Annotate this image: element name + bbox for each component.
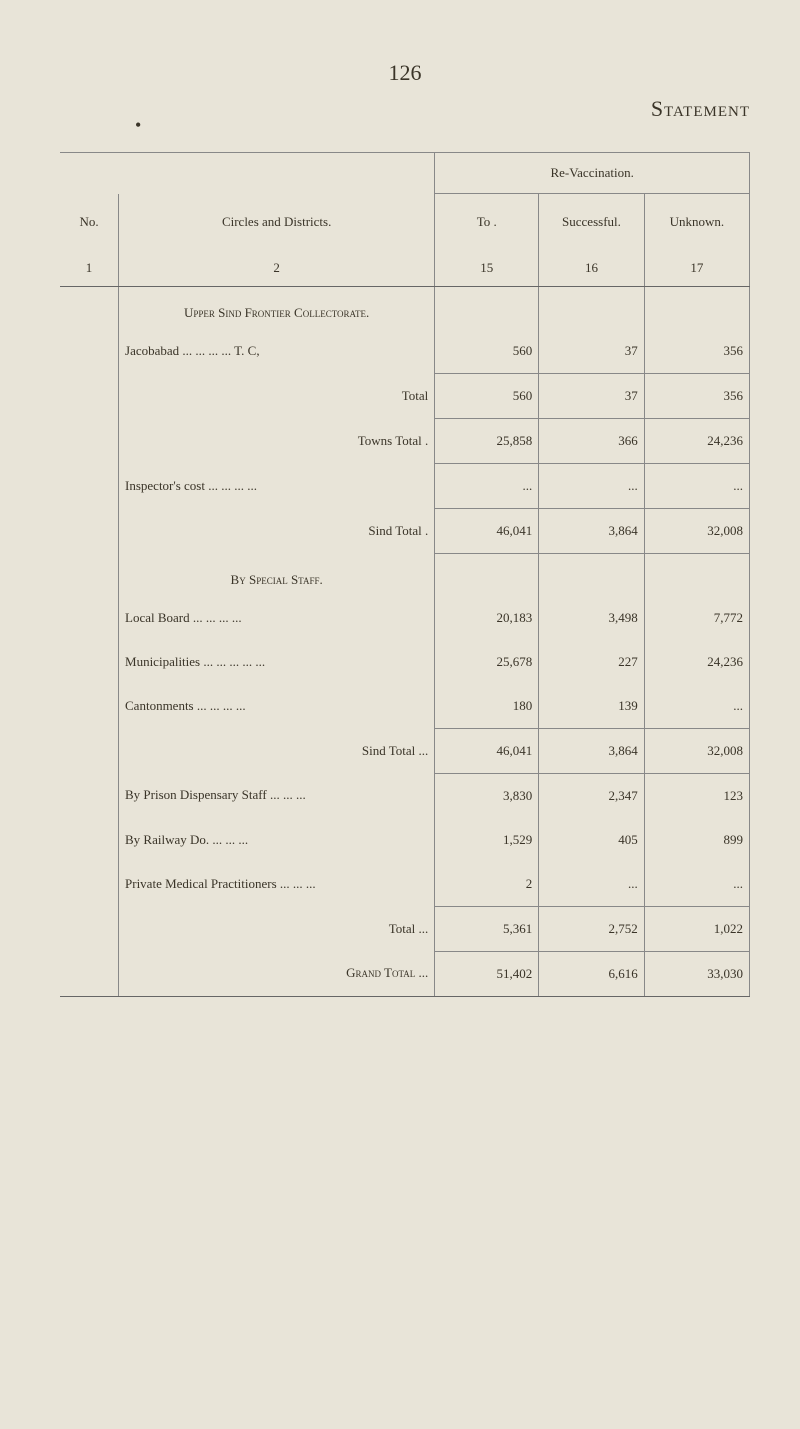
document-page: • 126 Statement Re-Vaccination. No. Circ… (0, 0, 800, 1047)
row-sind-total1-label: Sind Total . (119, 509, 435, 554)
col-header-circles: Circles and Districts. (119, 194, 435, 251)
col-header-unknown: Unknown. (644, 194, 749, 251)
bullet-dot: • (135, 115, 141, 136)
row-inspectors-success: ... (539, 464, 645, 509)
row-sind-total2-label: Sind Total ... (119, 728, 435, 773)
row-total2-unknown: 1,022 (644, 906, 749, 951)
row-cantonments-unknown: ... (644, 684, 749, 729)
row-towns-total-success: 366 (539, 419, 645, 464)
row-sind-total2-to: 46,041 (435, 728, 539, 773)
col-num-15: 15 (435, 250, 539, 287)
row-railway-unknown: 899 (644, 818, 749, 862)
row-towns-total-to: 25,858 (435, 419, 539, 464)
section-upper-sind: Upper Sind Frontier Collectorate. (119, 287, 435, 330)
page-title: Statement (60, 96, 750, 122)
row-cantonments-label: Cantonments ... ... ... ... (119, 684, 435, 729)
row-local-board-label: Local Board ... ... ... ... (119, 596, 435, 640)
row-cantonments-success: 139 (539, 684, 645, 729)
row-total1-label: Total (119, 374, 435, 419)
col-header-no: No. (60, 194, 119, 251)
row-prison-to: 3,830 (435, 773, 539, 818)
row-local-board-unknown: 7,772 (644, 596, 749, 640)
row-inspectors-label: Inspector's cost ... ... ... ... (119, 464, 435, 509)
row-private-to: 2 (435, 862, 539, 907)
row-jacobabad-to: 560 (435, 329, 539, 374)
col-header-to: To . (435, 194, 539, 251)
row-total2-to: 5,361 (435, 906, 539, 951)
revaccination-label: Re-Vaccination. (550, 165, 633, 180)
row-private-label: Private Medical Practitioners ... ... ..… (119, 862, 435, 907)
statement-table: Re-Vaccination. No. Circles and District… (60, 152, 750, 997)
row-grand-total-success: 6,616 (539, 951, 645, 996)
row-private-unknown: ... (644, 862, 749, 907)
row-jacobabad-unknown: 356 (644, 329, 749, 374)
row-sind-total1-unknown: 32,008 (644, 509, 749, 554)
row-local-board-to: 20,183 (435, 596, 539, 640)
row-sind-total1-to: 46,041 (435, 509, 539, 554)
row-total2-label: Total ... (119, 906, 435, 951)
page-number: 126 (60, 60, 750, 86)
row-prison-unknown: 123 (644, 773, 749, 818)
row-railway-success: 405 (539, 818, 645, 862)
row-total2-success: 2,752 (539, 906, 645, 951)
row-prison-label: By Prison Dispensary Staff ... ... ... (119, 773, 435, 818)
col-num-2: 2 (119, 250, 435, 287)
row-towns-total-label: Towns Total . (119, 419, 435, 464)
row-municipalities-unknown: 24,236 (644, 640, 749, 684)
row-grand-total-to: 51,402 (435, 951, 539, 996)
col-header-successful: Successful. (539, 194, 645, 251)
row-municipalities-to: 25,678 (435, 640, 539, 684)
row-grand-total-label: Grand Total ... (119, 951, 435, 996)
row-sind-total2-unknown: 32,008 (644, 728, 749, 773)
row-local-board-success: 3,498 (539, 596, 645, 640)
row-municipalities-label: Municipalities ... ... ... ... ... (119, 640, 435, 684)
col-num-1: 1 (60, 250, 119, 287)
row-railway-label: By Railway Do. ... ... ... (119, 818, 435, 862)
row-jacobabad-label: Jacobabad ... ... ... ... T. C, (119, 329, 435, 374)
row-sind-total2-success: 3,864 (539, 728, 645, 773)
row-jacobabad-success: 37 (539, 329, 645, 374)
row-total1-to: 560 (435, 374, 539, 419)
row-private-success: ... (539, 862, 645, 907)
col-num-17: 17 (644, 250, 749, 287)
row-railway-to: 1,529 (435, 818, 539, 862)
col-num-16: 16 (539, 250, 645, 287)
row-inspectors-unknown: ... (644, 464, 749, 509)
row-total1-success: 37 (539, 374, 645, 419)
revaccination-header: Re-Vaccination. (435, 153, 750, 194)
row-sind-total1-success: 3,864 (539, 509, 645, 554)
row-inspectors-to: ... (435, 464, 539, 509)
row-municipalities-success: 227 (539, 640, 645, 684)
row-total1-unknown: 356 (644, 374, 749, 419)
section-by-special: By Special Staff. (119, 554, 435, 596)
row-towns-total-unknown: 24,236 (644, 419, 749, 464)
row-prison-success: 2,347 (539, 773, 645, 818)
row-cantonments-to: 180 (435, 684, 539, 729)
row-grand-total-unknown: 33,030 (644, 951, 749, 996)
